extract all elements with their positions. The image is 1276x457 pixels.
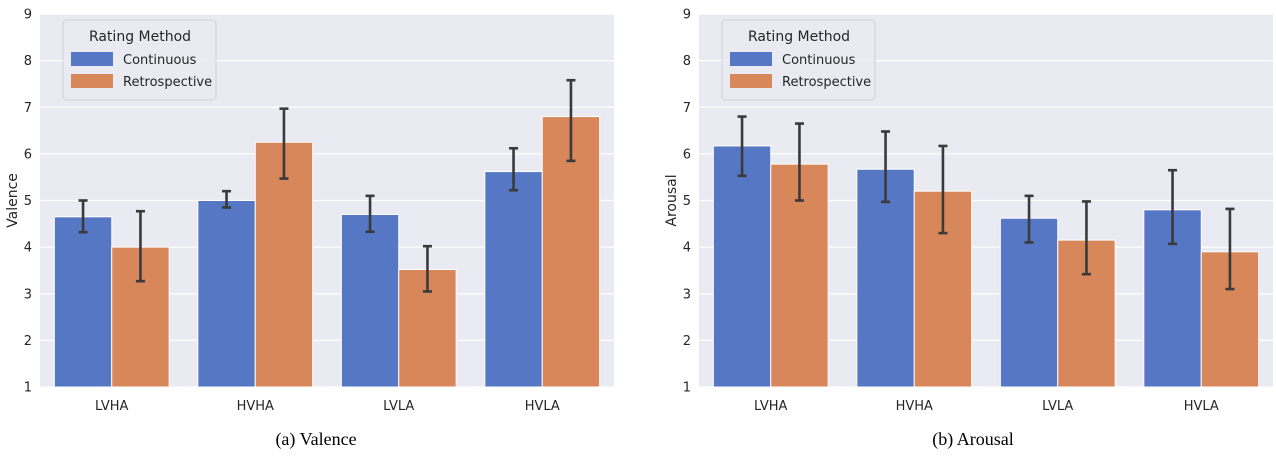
y-tick-label: 6 — [683, 147, 691, 162]
x-tick-label: LVLA — [383, 399, 414, 414]
legend-swatch-retrospective — [71, 74, 113, 88]
y-tick-label: 4 — [24, 241, 32, 256]
legend: Rating Method Continuous Retrospective — [721, 19, 876, 101]
y-tick-label: 9 — [683, 8, 691, 23]
chart-panel-1: 1 2 3 4 5 6 7 8 9 LVHA HVHA LVLA HVLA Valence Rating M… — [5, 8, 614, 450]
y-tick-label: 1 — [683, 381, 691, 396]
x-tick-label: HVLA — [525, 399, 560, 414]
x-tick-label: HVHA — [896, 399, 933, 414]
y-tick-label: 2 — [683, 334, 691, 349]
legend-swatch-continuous — [71, 52, 113, 66]
y-tick-label: 3 — [683, 287, 691, 302]
bar-continuous-hvha — [197, 200, 256, 388]
y-axis-label: Valence — [5, 173, 21, 228]
y-tick-label: 8 — [24, 54, 32, 69]
panel-caption: (a) Valence — [275, 429, 356, 450]
chart-panel-2: 1 2 3 4 5 6 7 8 9 LVHA HVHA LVLA HVLA Arousal Rating M… — [664, 8, 1273, 450]
x-tick-label: LVHA — [754, 399, 787, 414]
y-tick-label: 9 — [24, 8, 32, 23]
x-tick-label: LVHA — [95, 399, 128, 414]
y-tick-label: 2 — [24, 334, 32, 349]
x-tick-label: HVHA — [237, 399, 274, 414]
x-tick-label: LVLA — [1042, 399, 1073, 414]
legend: Rating Method Continuous Retrospective — [62, 19, 217, 101]
y-tick-label: 3 — [24, 287, 32, 302]
legend-title: Rating Method — [748, 29, 850, 45]
bar-continuous-lvla — [340, 213, 400, 388]
legend-label-continuous: Continuous — [123, 53, 197, 68]
y-tick-label: 4 — [683, 241, 691, 256]
y-tick-label: 5 — [24, 194, 32, 209]
legend-swatch-continuous — [730, 52, 772, 66]
bar-continuous-hvla — [484, 171, 543, 388]
bar-continuous-hvha — [856, 168, 915, 388]
bar-continuous-lvha — [53, 216, 113, 388]
y-tick-label: 7 — [683, 101, 691, 116]
bar-retrospective-hvha — [254, 141, 314, 388]
legend-title: Rating Method — [89, 29, 191, 45]
bar-continuous-lvha — [712, 145, 772, 388]
y-tick-label: 7 — [24, 101, 32, 116]
legend-label-continuous: Continuous — [782, 53, 856, 68]
y-tick-label: 6 — [24, 147, 32, 162]
x-tick-label: HVLA — [1184, 399, 1219, 414]
y-tick-label: 5 — [683, 194, 691, 209]
legend-label-retrospective: Retrospective — [123, 75, 212, 90]
y-tick-label: 8 — [683, 54, 691, 69]
legend-label-retrospective: Retrospective — [782, 75, 871, 90]
y-axis-label: Arousal — [664, 174, 680, 226]
y-tick-label: 1 — [24, 381, 32, 396]
bar-continuous-lvla — [999, 217, 1059, 388]
legend-swatch-retrospective — [730, 74, 772, 88]
panel-caption: (b) Arousal — [932, 429, 1013, 450]
